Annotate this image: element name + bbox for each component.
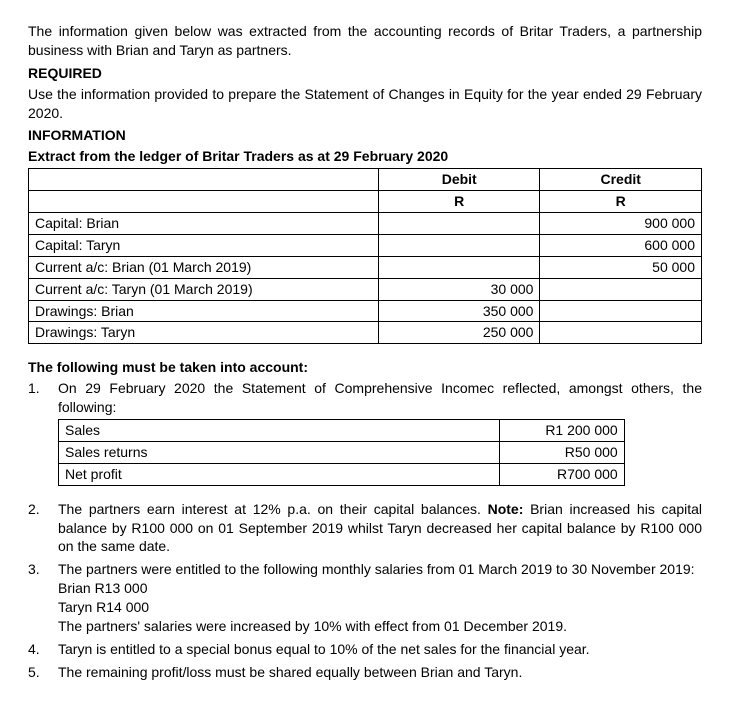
note-5: 5. The remaining profit/loss must be sha… [28,663,702,682]
sci-amount: R1 200 000 [500,420,624,442]
sci-amount: R50 000 [500,441,624,463]
note-1: 1. On 29 February 2020 the Statement of … [28,379,702,495]
salary-increase: The partners' salaries were increased by… [58,617,702,636]
ledger-heading: Extract from the ledger of Britar Trader… [28,147,702,166]
note-number: 5. [28,663,58,682]
account-cell: Drawings: Taryn [29,322,379,344]
debit-unit: R [378,191,540,213]
note-text: Taryn is entitled to a special bonus equ… [58,640,702,659]
account-cell: Capital: Taryn [29,234,379,256]
notes-list: 1. On 29 February 2020 the Statement of … [28,379,702,681]
note-number: 2. [28,500,58,557]
note-number: 4. [28,640,58,659]
note-text: The remaining profit/loss must be shared… [58,663,702,682]
table-unit-row: R R [29,191,702,213]
table-row: Capital: Taryn 600 000 [29,234,702,256]
table-row: Sales returns R50 000 [59,441,625,463]
salary-brian: Brian R13 000 [58,579,702,598]
debit-cell [378,234,540,256]
table-row: Net profit R700 000 [59,463,625,485]
note-3: 3. The partners were entitled to the fol… [28,560,702,636]
intro-paragraph: The information given below was extracte… [28,22,702,60]
account-cell: Current a/c: Brian (01 March 2019) [29,256,379,278]
sci-amount: R700 000 [500,463,624,485]
required-heading: REQUIRED [28,64,702,83]
debit-cell: 30 000 [378,278,540,300]
table-row: Current a/c: Taryn (01 March 2019) 30 00… [29,278,702,300]
debit-header: Debit [378,169,540,191]
note-text: The partners earn interest at 12% p.a. o… [58,500,702,557]
note-number: 1. [28,379,58,495]
table-row: Sales R1 200 000 [59,420,625,442]
information-heading: INFORMATION [28,126,702,145]
debit-cell [378,213,540,235]
sci-label: Net profit [59,463,500,485]
credit-header: Credit [540,169,702,191]
debit-cell: 350 000 [378,300,540,322]
note-text: On 29 February 2020 the Statement of Com… [58,379,702,417]
credit-cell [540,278,702,300]
note-4: 4. Taryn is entitled to a special bonus … [28,640,702,659]
account-cell: Capital: Brian [29,213,379,235]
credit-unit: R [540,191,702,213]
table-row: Drawings: Taryn 250 000 [29,322,702,344]
table-row: Drawings: Brian 350 000 [29,300,702,322]
salary-taryn: Taryn R14 000 [58,598,702,617]
note-2: 2. The partners earn interest at 12% p.a… [28,500,702,557]
credit-cell [540,300,702,322]
note-2-text-a: The partners earn interest at 12% p.a. o… [58,501,488,517]
debit-cell: 250 000 [378,322,540,344]
note-2-note-label: Note: [488,501,524,517]
note-text: The partners were entitled to the follow… [58,560,702,579]
sci-label: Sales [59,420,500,442]
note-number: 3. [28,560,58,636]
account-cell: Drawings: Brian [29,300,379,322]
sci-label: Sales returns [59,441,500,463]
blank-header [29,169,379,191]
sci-table: Sales R1 200 000 Sales returns R50 000 N… [58,419,625,486]
credit-cell: 600 000 [540,234,702,256]
required-text: Use the information provided to prepare … [28,85,702,123]
table-row: Capital: Brian 900 000 [29,213,702,235]
table-row: Current a/c: Brian (01 March 2019) 50 00… [29,256,702,278]
blank-unit [29,191,379,213]
table-header-row: Debit Credit [29,169,702,191]
ledger-table: Debit Credit R R Capital: Brian 900 000 … [28,168,702,344]
credit-cell [540,322,702,344]
credit-cell: 50 000 [540,256,702,278]
credit-cell: 900 000 [540,213,702,235]
account-cell: Current a/c: Taryn (01 March 2019) [29,278,379,300]
debit-cell [378,256,540,278]
account-heading: The following must be taken into account… [28,358,702,377]
